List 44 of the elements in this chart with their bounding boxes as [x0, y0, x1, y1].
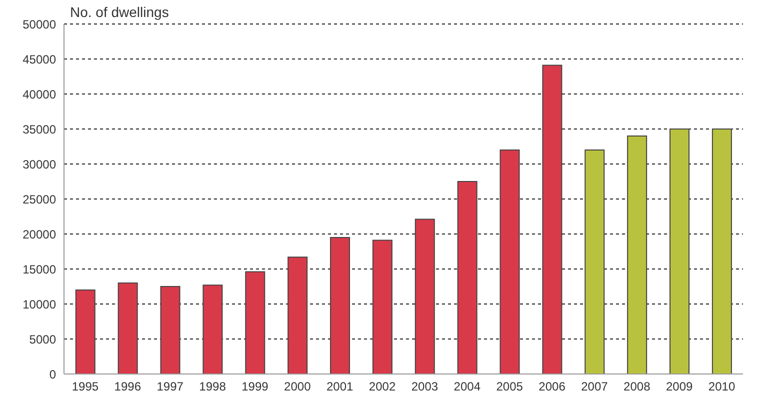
y-tick-label: 45000 — [22, 52, 56, 66]
bar — [75, 290, 96, 374]
bar — [457, 181, 478, 374]
y-axis-title: No. of dwellings — [70, 4, 169, 20]
y-tick-label: 0 — [49, 367, 56, 382]
y-tick-label: 15000 — [22, 262, 56, 276]
bar — [712, 128, 732, 374]
y-tick-label: 25000 — [22, 192, 56, 206]
x-tick-label: 2000 — [284, 380, 312, 394]
x-tick-label: 2010 — [708, 380, 736, 394]
x-tick-label: 2003 — [411, 380, 438, 394]
x-tick-label: 2009 — [666, 380, 694, 394]
x-tick-label: 2001 — [326, 380, 354, 394]
y-tick-label: 5000 — [29, 332, 56, 346]
y-tick-label: 35000 — [22, 122, 56, 136]
bar — [670, 128, 690, 374]
y-tick-label: 10000 — [22, 297, 56, 312]
y-tick-label: 30000 — [22, 157, 56, 172]
bar — [627, 136, 648, 374]
y-tick-label: 40000 — [22, 87, 56, 102]
x-tick-label: 2004 — [454, 380, 481, 394]
x-tick-label: 1998 — [199, 380, 226, 394]
bar — [372, 240, 392, 374]
y-tick-label: 20000 — [22, 227, 56, 242]
bar — [160, 286, 180, 374]
bar — [118, 282, 138, 374]
x-tick-label: 1997 — [156, 380, 184, 394]
x-tick-label: 2005 — [496, 380, 524, 394]
x-tick-label: 1996 — [114, 380, 142, 394]
x-tick-label: 2006 — [538, 380, 566, 394]
bar — [414, 218, 435, 374]
bar — [500, 150, 520, 374]
bar — [245, 271, 266, 374]
x-tick-label: 1999 — [242, 380, 269, 394]
bar — [542, 64, 562, 374]
x-tick-label: 1995 — [72, 380, 99, 394]
x-tick-label: 2007 — [581, 380, 608, 394]
x-tick-label: 2002 — [368, 380, 396, 394]
bar — [288, 256, 308, 374]
bar — [330, 237, 350, 374]
x-tick-label: 2008 — [624, 380, 651, 394]
bar — [202, 284, 223, 374]
bar — [584, 150, 605, 374]
y-tick-label: 50000 — [22, 17, 56, 32]
